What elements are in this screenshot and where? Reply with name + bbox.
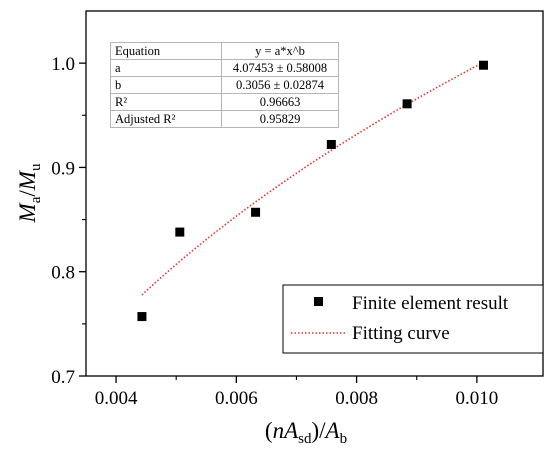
legend-marker-square [314, 297, 323, 306]
x-tick-label: 0.010 [455, 388, 498, 409]
legend-box [282, 284, 544, 354]
fit-table-cell: 0.95829 [221, 110, 339, 128]
fit-table-cell: 4.07453 ± 0.58008 [221, 59, 339, 77]
fit-table-cell: a [110, 59, 222, 77]
data-point [326, 139, 336, 149]
data-point [137, 312, 147, 322]
x-tick-label: 0.008 [335, 388, 378, 409]
fit-table-cell: R² [110, 93, 222, 111]
fit-table-row: R² 0.96663 [110, 93, 339, 111]
fit-table-cell: 0.96663 [221, 93, 339, 111]
fit-table-row: b 0.3056 ± 0.02874 [110, 76, 339, 94]
legend-label-finite-element: Finite element result [352, 293, 509, 314]
y-tick-label: 0.7 [51, 367, 75, 388]
data-point [175, 227, 185, 237]
x-axis-label: (nAsd)/Ab [265, 418, 347, 447]
y-axis-label: Ma/Mu [15, 163, 44, 223]
data-point [251, 207, 261, 217]
axis-ticks: 0.004 0.006 0.008 0.010 0.7 0.8 0.9 1.0 [51, 54, 498, 409]
plot-area [85, 10, 544, 377]
fit-table-cell: Equation [110, 42, 222, 60]
fit-table-row: Equation y = a*x^b [110, 42, 339, 60]
fit-table-row: a 4.07453 ± 0.58008 [110, 59, 339, 77]
fit-results-table: Equation y = a*x^b a 4.07453 ± 0.58008 b… [110, 42, 339, 128]
plot-frame [85, 10, 544, 377]
x-tick-label: 0.006 [215, 388, 258, 409]
legend: Finite element result Fitting curve [282, 284, 544, 354]
fit-table-cell: 0.3056 ± 0.02874 [221, 76, 339, 94]
fit-table-cell: b [110, 76, 222, 94]
legend-label-fitting-curve: Fitting curve [352, 323, 450, 344]
x-tick-label: 0.004 [95, 388, 138, 409]
data-point [402, 99, 412, 109]
y-tick-label: 0.8 [51, 263, 75, 284]
y-tick-label: 0.9 [51, 158, 75, 179]
fit-table-cell: y = a*x^b [221, 42, 339, 60]
y-tick-label: 1.0 [51, 54, 75, 75]
fit-table-cell: Adjusted R² [110, 110, 222, 128]
data-points-layer [137, 60, 488, 322]
fit-table-row: Adjusted R² 0.95829 [110, 110, 339, 128]
data-point [478, 60, 488, 70]
